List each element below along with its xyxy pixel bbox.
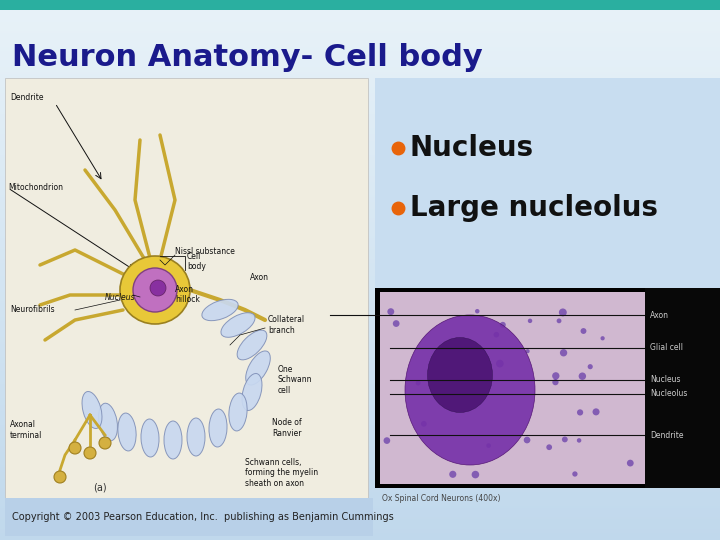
Circle shape — [479, 348, 485, 354]
Circle shape — [477, 380, 482, 384]
Text: Neurofibrils: Neurofibrils — [10, 306, 55, 314]
Circle shape — [627, 460, 634, 467]
Text: Node of
Ranvier: Node of Ranvier — [272, 418, 302, 438]
Circle shape — [54, 471, 66, 483]
Circle shape — [528, 319, 532, 323]
Circle shape — [557, 319, 562, 323]
Circle shape — [99, 437, 111, 449]
Circle shape — [441, 395, 445, 400]
Bar — [380, 292, 645, 484]
Ellipse shape — [405, 315, 535, 465]
Circle shape — [150, 280, 166, 296]
Circle shape — [486, 443, 491, 448]
Text: Dendrite: Dendrite — [10, 93, 43, 103]
Circle shape — [454, 346, 460, 353]
Text: One
Schwann
cell: One Schwann cell — [278, 365, 312, 395]
Text: (a): (a) — [93, 482, 107, 492]
Circle shape — [577, 409, 583, 416]
Ellipse shape — [428, 338, 492, 413]
Bar — [5, 498, 373, 536]
Text: Nucleus: Nucleus — [650, 375, 680, 384]
Text: Nucleus: Nucleus — [410, 134, 534, 162]
Bar — [5, 78, 368, 498]
Circle shape — [69, 442, 81, 454]
Bar — [375, 288, 720, 488]
Circle shape — [133, 268, 177, 312]
Circle shape — [546, 444, 552, 450]
Text: Schwann cells,
forming the myelin
sheath on axon: Schwann cells, forming the myelin sheath… — [245, 458, 318, 488]
Circle shape — [562, 436, 568, 442]
Circle shape — [572, 471, 577, 477]
Circle shape — [384, 437, 390, 444]
Ellipse shape — [246, 351, 270, 385]
Text: Collateral
branch: Collateral branch — [268, 315, 305, 335]
Ellipse shape — [221, 313, 255, 338]
Text: Mitochondrion: Mitochondrion — [8, 184, 63, 192]
Bar — [0, 0, 720, 10]
Circle shape — [415, 381, 420, 386]
Circle shape — [600, 336, 605, 340]
Circle shape — [496, 360, 504, 367]
Circle shape — [593, 408, 600, 415]
Circle shape — [580, 328, 586, 334]
Ellipse shape — [82, 392, 102, 429]
Circle shape — [387, 308, 395, 315]
Circle shape — [493, 332, 499, 338]
Text: Neuron Anatomy- Cell body: Neuron Anatomy- Cell body — [12, 44, 482, 72]
Ellipse shape — [242, 374, 262, 410]
Text: Nissl substance: Nissl substance — [175, 247, 235, 256]
Text: Axonal
terminal: Axonal terminal — [10, 420, 42, 440]
Circle shape — [523, 437, 531, 443]
Circle shape — [472, 471, 480, 478]
Text: Copyright © 2003 Pearson Education, Inc.  publishing as Benjamin Cummings: Copyright © 2003 Pearson Education, Inc.… — [12, 512, 394, 522]
Circle shape — [84, 447, 96, 459]
Circle shape — [421, 421, 427, 427]
Ellipse shape — [99, 403, 117, 441]
Ellipse shape — [202, 299, 238, 321]
Text: Nucleolus: Nucleolus — [650, 389, 688, 399]
Ellipse shape — [141, 419, 159, 457]
Ellipse shape — [187, 418, 205, 456]
Circle shape — [579, 373, 586, 380]
Circle shape — [588, 364, 593, 369]
Circle shape — [559, 308, 567, 316]
Text: Glial cell: Glial cell — [650, 343, 683, 353]
Circle shape — [393, 320, 400, 327]
Circle shape — [560, 349, 567, 356]
Text: Ox Spinal Cord Neurons (400x): Ox Spinal Cord Neurons (400x) — [382, 494, 500, 503]
Text: Nucleus: Nucleus — [105, 293, 135, 301]
Text: Large nucleolus: Large nucleolus — [410, 194, 658, 222]
Text: Dendrite: Dendrite — [650, 430, 683, 440]
Ellipse shape — [118, 413, 136, 451]
Circle shape — [475, 309, 480, 313]
Circle shape — [577, 438, 581, 443]
Ellipse shape — [120, 256, 190, 324]
Ellipse shape — [237, 330, 267, 360]
Circle shape — [449, 471, 456, 478]
Text: Cell
body: Cell body — [187, 252, 206, 272]
Circle shape — [552, 379, 559, 385]
Ellipse shape — [209, 409, 227, 447]
Text: Axon: Axon — [250, 273, 269, 282]
Bar — [645, 288, 720, 488]
Circle shape — [500, 322, 505, 328]
Text: Axon: Axon — [650, 310, 669, 320]
Circle shape — [526, 349, 530, 353]
Bar — [375, 78, 720, 288]
Ellipse shape — [229, 393, 247, 431]
Text: Axon
hillock: Axon hillock — [175, 285, 200, 305]
Ellipse shape — [164, 421, 182, 459]
Circle shape — [552, 372, 559, 380]
